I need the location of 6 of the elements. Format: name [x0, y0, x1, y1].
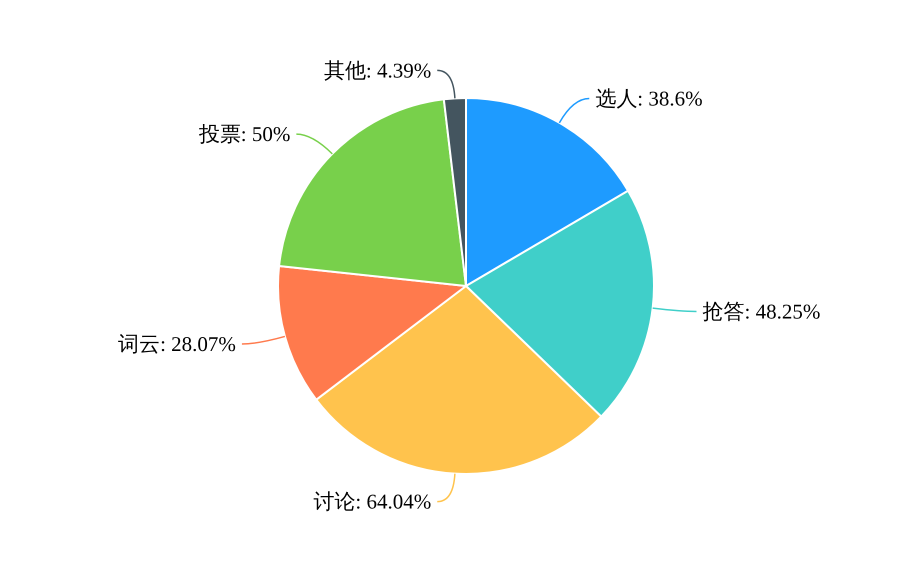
slice-label: 其他: 4.39%: [324, 58, 432, 82]
slice-label: 讨论: 64.04%: [313, 490, 432, 514]
slice-label: 抢答: 48.25%: [702, 299, 820, 324]
slice-label: 投票: 50%: [198, 122, 290, 146]
slice-label: 词云: 28.07%: [118, 332, 236, 356]
slice-label: 选人: 38.6%: [595, 86, 703, 111]
